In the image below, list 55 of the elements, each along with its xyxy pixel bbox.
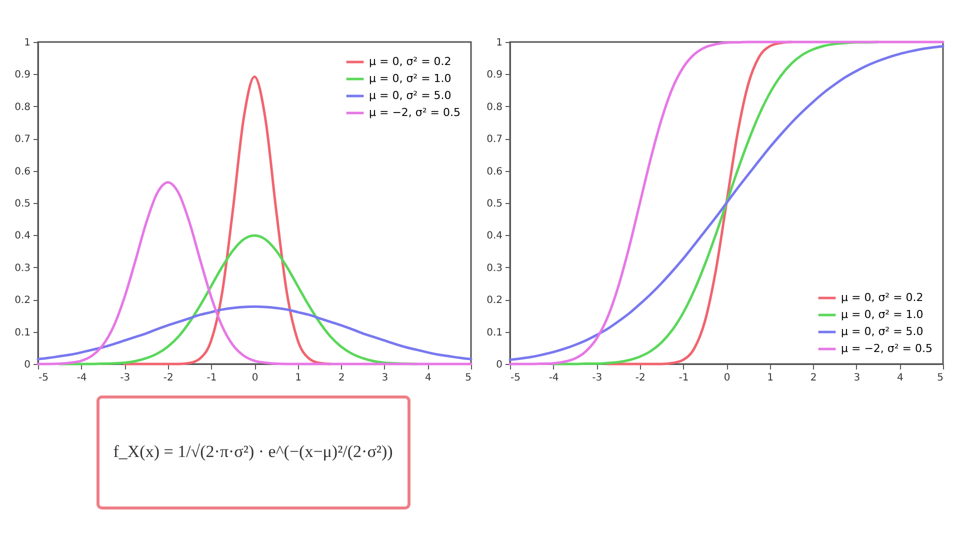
y-tick-label: 0 — [24, 360, 30, 370]
y-tick-label: 0.6 — [14, 166, 30, 178]
x-tick-label: -5 — [38, 372, 48, 384]
x-tick-label: -4 — [548, 372, 559, 384]
x-tick-label: 4 — [425, 372, 432, 384]
y-tick-label: 0.2 — [486, 295, 502, 306]
y-tick-label: 0.9 — [14, 70, 30, 81]
y-tick-label: 0 — [496, 360, 502, 370]
x-tick-label: 5 — [937, 372, 944, 384]
legend-label: μ = 0, σ² = 5.0 — [841, 325, 924, 338]
line-series — [36, 305, 472, 360]
x-tick-label: 2 — [338, 372, 345, 384]
y-tick-label: 1 — [496, 38, 502, 48]
y-tick-label: 0.3 — [486, 262, 502, 274]
x-tick-label: -5 — [510, 372, 520, 384]
x-tick-label: -2 — [635, 372, 646, 384]
y-tick-label: 0.1 — [486, 327, 502, 338]
legend-label: μ = 0, σ² = 1.0 — [841, 308, 924, 321]
x-tick-label: -4 — [76, 372, 87, 384]
y-tick-label: 0.5 — [14, 198, 30, 210]
x-tick-label: -2 — [163, 372, 174, 384]
text: f_X(x) = 1/√(2·π·σ²) · e^(−(x−μ)²/(2·σ²)) — [113, 442, 393, 461]
y-tick-label: 0.9 — [486, 70, 502, 81]
y-tick-label: 0.3 — [14, 262, 30, 274]
legend-label: μ = −2, σ² = 0.5 — [841, 342, 933, 355]
x-tick-label: 1 — [295, 372, 302, 384]
x-tick-label: -3 — [592, 372, 602, 384]
x-tick-label: 2 — [810, 372, 817, 384]
line-series — [123, 76, 332, 366]
x-tick-label: 0 — [252, 372, 258, 384]
y-tick-label: 0.7 — [14, 134, 30, 146]
x-tick-label: 1 — [767, 372, 774, 384]
x-tick-label: 4 — [897, 372, 904, 384]
x-tick-label: 3 — [854, 372, 860, 384]
y-tick-label: 0.4 — [486, 230, 502, 242]
x-tick-label: -1 — [678, 372, 689, 384]
x-tick-label: 5 — [465, 372, 472, 384]
legend-label: μ = 0, σ² = 0.2 — [369, 55, 452, 68]
y-tick-label: 0.2 — [14, 295, 30, 306]
y-tick-label: 0.8 — [486, 102, 502, 113]
y-tick-label: 0.4 — [14, 230, 30, 242]
x-tick-label: -1 — [206, 372, 217, 384]
y-tick-label: 0.8 — [14, 102, 30, 113]
x-tick-label: 3 — [382, 372, 388, 384]
x-tick-label: -3 — [120, 372, 130, 384]
y-tick-label: 0.1 — [14, 327, 30, 338]
legend-label: μ = 0, σ² = 5.0 — [369, 89, 452, 102]
y-tick-label: 0.7 — [486, 134, 502, 146]
legend-label: μ = −2, σ² = 0.5 — [369, 106, 461, 119]
legend-label: μ = 0, σ² = 0.2 — [841, 291, 924, 304]
y-tick-label: 0.5 — [486, 198, 502, 210]
x-tick-label: 0 — [724, 372, 730, 384]
y-tick-label: 1 — [24, 38, 30, 48]
y-tick-label: 0.6 — [486, 166, 502, 178]
legend-label: μ = 0, σ² = 1.0 — [369, 72, 452, 85]
